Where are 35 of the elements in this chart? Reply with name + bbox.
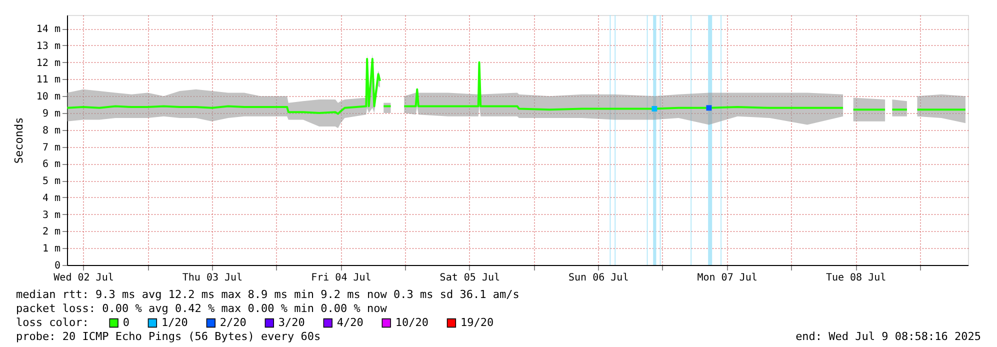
y-tick-label: 10 m — [36, 92, 60, 103]
x-tick-label: Sun 06 Jul — [568, 272, 629, 284]
x-tick-label: Tue 08 Jul — [826, 272, 886, 284]
legend-label: 10/20 — [395, 316, 428, 329]
y-tick-label: 4 m — [42, 192, 60, 204]
y-tick-label: 11 m — [36, 74, 60, 86]
y-tick-label: 14 m — [36, 24, 60, 36]
text: packet loss: 0.00 % avg 0.42 % max 0.00 % min 0.00 % now — [16, 302, 388, 315]
legend-label: 4/20 — [336, 316, 364, 329]
y-tick-label: 1 m — [42, 244, 60, 255]
legend-label: 2/20 — [220, 316, 246, 329]
y-tick-label: 0 — [54, 260, 60, 272]
x-tick-label: Thu 03 Jul — [182, 272, 243, 284]
text: probe: 20 ICMP Echo Pings (56 Bytes) every 60s — [16, 330, 321, 343]
legend-label: 3/20 — [278, 316, 305, 329]
y-tick-label: 5 m — [42, 176, 60, 188]
legend-title: loss color: — [16, 316, 89, 329]
x-tick-label: Fri 04 Jul — [311, 272, 372, 284]
y-tick-label: 9 m — [42, 108, 60, 120]
y-tick-label: 2 m — [42, 226, 60, 238]
legend-label: 1/20 — [161, 316, 188, 329]
legend-label: 19/20 — [460, 316, 494, 329]
y-tick-label: 12 m — [36, 58, 60, 69]
y-tick-label: 13 m — [36, 40, 60, 52]
y-tick-label: 8 m — [42, 125, 60, 136]
legend-label: 0 — [122, 316, 130, 329]
x-tick-label: Wed 02 Jul — [54, 272, 114, 284]
x-tick-label: Mon 07 Jul — [697, 272, 758, 284]
y-tick-label: 3 m — [42, 210, 60, 221]
y-tick-label: 7 m — [42, 142, 60, 154]
text: median rtt: 9.3 ms avg 12.2 ms max 8.9 ms min 9.2 ms now 0.3 ms sd 36.1 am/s — [16, 288, 520, 301]
x-tick-label: Sat 05 Jul — [440, 272, 500, 284]
text: end: Wed Jul 9 08:58:16 2025 — [796, 330, 981, 343]
y-axis-title: Seconds — [12, 117, 26, 164]
y-tick-label: 6 m — [42, 159, 60, 170]
